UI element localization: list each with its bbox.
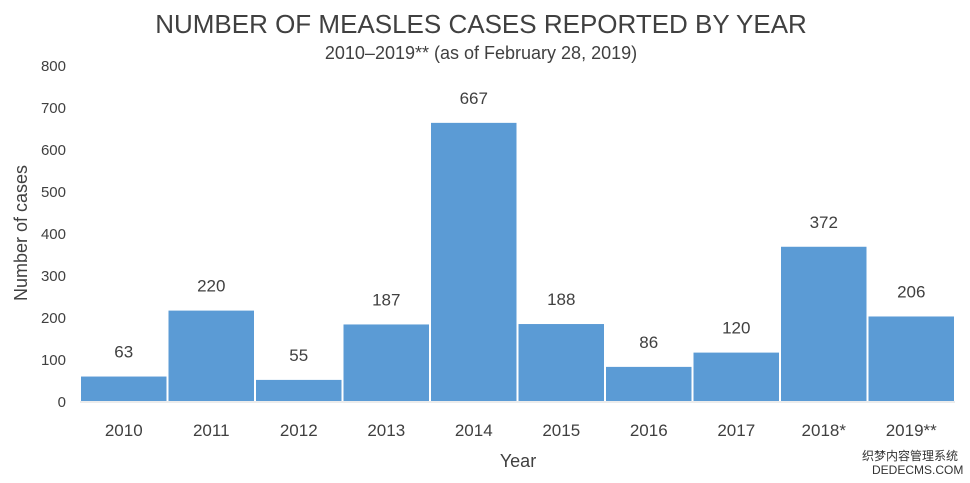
watermark-line1: 织梦内容管理系统 bbox=[862, 448, 958, 463]
data-label: 120 bbox=[722, 319, 750, 338]
bar bbox=[429, 120, 519, 404]
watermark: 织梦内容管理系统 DEDECMS.COM bbox=[862, 448, 963, 477]
x-tick-label: 2015 bbox=[542, 421, 580, 440]
x-tick-label: 2011 bbox=[193, 421, 230, 440]
y-tick-label: 200 bbox=[41, 310, 66, 327]
bar bbox=[691, 350, 781, 404]
data-label: 63 bbox=[114, 343, 133, 362]
bar bbox=[866, 314, 956, 404]
bar bbox=[516, 322, 606, 404]
x-tick-label: 2013 bbox=[367, 421, 405, 440]
x-axis-ticks: 2010 2011 2012 2013 2014 2015 2016 2017 2018* 201… bbox=[105, 421, 937, 440]
data-label: 55 bbox=[289, 346, 308, 365]
y-tick-label: 300 bbox=[41, 268, 66, 285]
x-tick-label: 2016 bbox=[630, 421, 668, 440]
watermark-line2: DEDECMS.COM bbox=[872, 463, 963, 477]
chart-title: NUMBER OF MEASLES CASES REPORTED BY YEAR bbox=[155, 9, 807, 39]
x-tick-label: 2014 bbox=[455, 421, 493, 440]
y-tick-label: 400 bbox=[41, 226, 66, 243]
x-tick-label: 2017 bbox=[717, 421, 755, 440]
bar bbox=[166, 308, 256, 404]
y-axis-title: Number of cases bbox=[11, 165, 31, 301]
data-label: 372 bbox=[810, 213, 838, 232]
data-label: 188 bbox=[547, 290, 575, 309]
x-tick-label: 2018* bbox=[802, 421, 847, 440]
x-tick-label: 2012 bbox=[280, 421, 318, 440]
bar bbox=[79, 374, 169, 404]
y-tick-label: 800 bbox=[41, 58, 66, 75]
y-tick-label: 0 bbox=[58, 394, 66, 411]
y-tick-label: 700 bbox=[41, 100, 66, 117]
bars-group bbox=[79, 120, 956, 404]
y-tick-label: 600 bbox=[41, 142, 66, 159]
data-labels-group: 63 220 55 187 667 188 86 120 372 206 bbox=[114, 89, 925, 365]
bar bbox=[341, 322, 431, 403]
bar bbox=[779, 244, 869, 403]
y-axis-ticks: 0 100 200 300 400 500 600 700 800 bbox=[41, 58, 66, 411]
x-axis-title: Year bbox=[500, 451, 536, 471]
x-tick-label: 2010 bbox=[105, 421, 143, 440]
data-label: 86 bbox=[639, 333, 658, 352]
data-label: 220 bbox=[197, 277, 225, 296]
y-tick-label: 100 bbox=[41, 352, 66, 369]
bar bbox=[254, 377, 344, 403]
x-tick-label: 2019** bbox=[886, 421, 937, 440]
chart-subtitle: 2010–2019** (as of February 28, 2019) bbox=[325, 43, 637, 63]
y-tick-label: 500 bbox=[41, 184, 66, 201]
data-label: 187 bbox=[372, 290, 400, 309]
bar bbox=[604, 364, 694, 404]
data-label: 206 bbox=[897, 282, 925, 301]
data-label: 667 bbox=[460, 89, 488, 108]
